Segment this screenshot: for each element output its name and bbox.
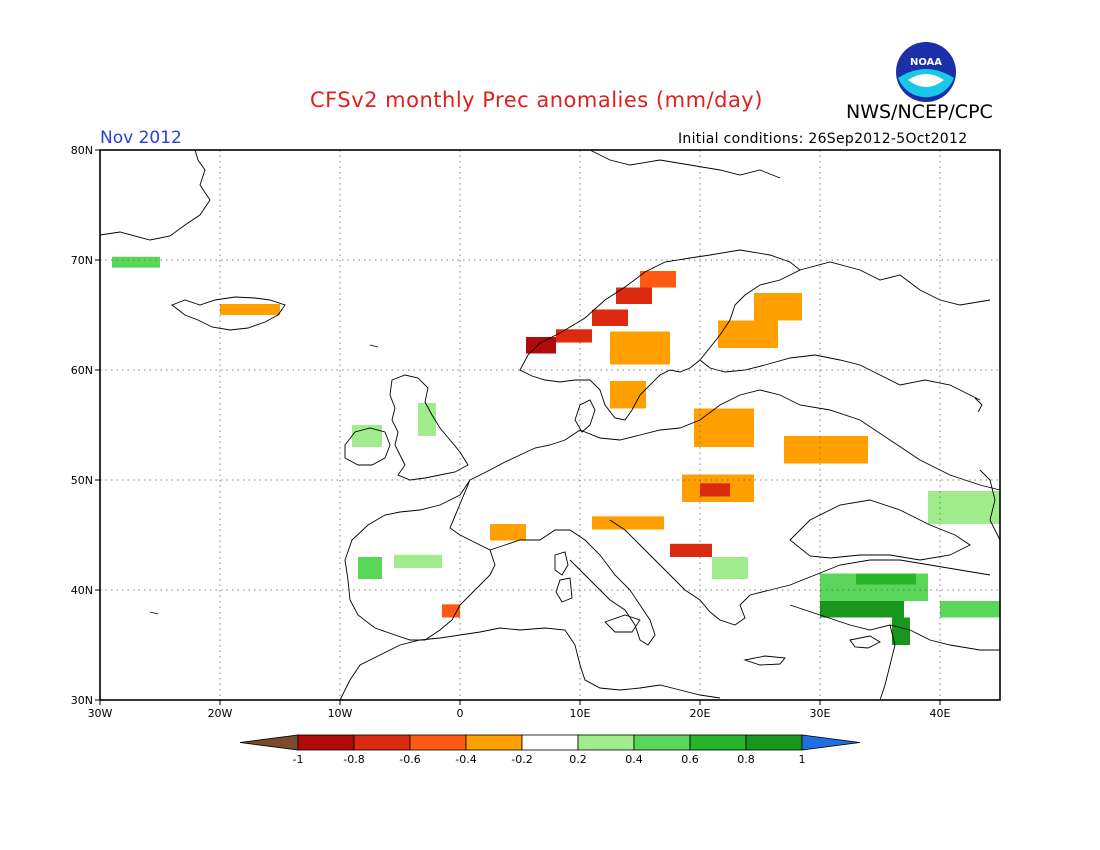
anomaly-finland-dry-2 bbox=[754, 293, 802, 321]
anomaly-france-south-dry bbox=[490, 524, 526, 541]
colorbar-label: 1 bbox=[799, 753, 806, 766]
anomaly-greece-wet bbox=[712, 557, 748, 579]
anomaly-turkey-south-very-wet bbox=[820, 601, 904, 618]
agency-label: NWS/NCEP/CPC bbox=[846, 101, 993, 123]
anomaly-norway-coast-dry-4 bbox=[616, 287, 652, 304]
lat-tick-label: 40N bbox=[71, 584, 93, 597]
colorbar-label: -1 bbox=[293, 753, 304, 766]
anomaly-alps-dry bbox=[592, 516, 664, 530]
lon-tick-label: 20E bbox=[690, 707, 711, 720]
colorbar-swatch bbox=[465, 734, 523, 751]
anomaly-portugal-wet bbox=[358, 557, 382, 579]
colorbar-label: -0.6 bbox=[399, 753, 420, 766]
lon-tick-label: 30W bbox=[88, 707, 113, 720]
anomaly-regions bbox=[112, 256, 1000, 645]
anomaly-balkan-dry bbox=[670, 543, 712, 557]
noaa-logo: NOAA bbox=[896, 42, 956, 102]
colorbar-swatch bbox=[409, 734, 467, 751]
colorbar-arrow-high bbox=[801, 734, 861, 751]
colorbar-swatch bbox=[353, 734, 411, 751]
anomaly-scandinavia-dry bbox=[610, 331, 670, 365]
anomaly-ireland-wet bbox=[352, 425, 382, 447]
anomaly-greenland-wet bbox=[112, 256, 160, 268]
anomaly-uk-wet bbox=[418, 403, 436, 436]
colorbar-swatch bbox=[745, 734, 803, 751]
initial-conditions: Initial conditions: 26Sep2012-5Oct2012 bbox=[678, 131, 968, 147]
anomaly-norway-coast-dry-2 bbox=[556, 329, 592, 343]
chart-title: CFSv2 monthly Prec anomalies (mm/day) bbox=[310, 88, 763, 112]
colorbar-label: -0.2 bbox=[511, 753, 532, 766]
grid-lines bbox=[100, 150, 1000, 700]
lat-tick-label: 50N bbox=[71, 474, 93, 487]
lat-tick-label: 60N bbox=[71, 364, 93, 377]
colorbar-arrow-low bbox=[239, 734, 299, 751]
lon-tick-label: 40E bbox=[930, 707, 951, 720]
lon-tick-label: 20W bbox=[208, 707, 233, 720]
anomaly-norway-coast-dry-5 bbox=[640, 271, 676, 288]
colorbar-label: -0.8 bbox=[343, 753, 364, 766]
colorbar-label: 0.4 bbox=[625, 753, 643, 766]
anomaly-finland-dry bbox=[718, 320, 778, 348]
forecast-month: Nov 2012 bbox=[100, 128, 182, 148]
lon-tick-label: 10E bbox=[570, 707, 591, 720]
anomaly-poland-dry bbox=[694, 408, 754, 447]
lon-tick-label: 10W bbox=[328, 707, 353, 720]
anomaly-iceland-dry bbox=[220, 304, 280, 315]
axis-labels: 30W 20W 10W 0 10E 20E 30E 40E 30N 40N 50N 60N 70N 80N bbox=[71, 144, 951, 720]
colorbar-swatch bbox=[297, 734, 355, 751]
lat-tick-label: 70N bbox=[71, 254, 93, 267]
anomaly-turkey-wet-core bbox=[856, 573, 916, 585]
anomaly-ukraine-dry bbox=[784, 436, 868, 464]
anomaly-east-turkey-wet bbox=[940, 601, 1000, 618]
colorbar-swatch bbox=[633, 734, 691, 751]
lon-tick-label: 30E bbox=[810, 707, 831, 720]
anomaly-spain-north-wet bbox=[394, 554, 442, 568]
lat-tick-label: 30N bbox=[71, 694, 93, 707]
colorbar-label: 0.2 bbox=[569, 753, 587, 766]
colorbar-swatch bbox=[689, 734, 747, 751]
lat-tick-label: 80N bbox=[71, 144, 93, 157]
colorbar-label: -0.4 bbox=[455, 753, 476, 766]
colorbar-label: 0.6 bbox=[681, 753, 699, 766]
colorbar-label: 0.8 bbox=[737, 753, 755, 766]
noaa-logo-text: NOAA bbox=[910, 57, 942, 68]
coastlines bbox=[99, 149, 1001, 701]
anomaly-norway-coast-dry-1 bbox=[526, 337, 556, 354]
lon-tick-label: 0 bbox=[457, 707, 464, 720]
anomaly-carpathian-dry-core bbox=[700, 483, 730, 497]
anomaly-norway-coast-dry-3 bbox=[592, 309, 628, 326]
colorbar-swatch bbox=[577, 734, 635, 751]
map-frame bbox=[99, 149, 1001, 701]
anomaly-caucasus-wet bbox=[928, 491, 1000, 524]
colorbar-swatch bbox=[521, 734, 579, 751]
colorbar: -1 -0.8 -0.6 -0.4 -0.2 0.2 0.4 0.6 0.8 1 bbox=[239, 734, 861, 766]
anomaly-levant-very-wet bbox=[892, 617, 910, 645]
